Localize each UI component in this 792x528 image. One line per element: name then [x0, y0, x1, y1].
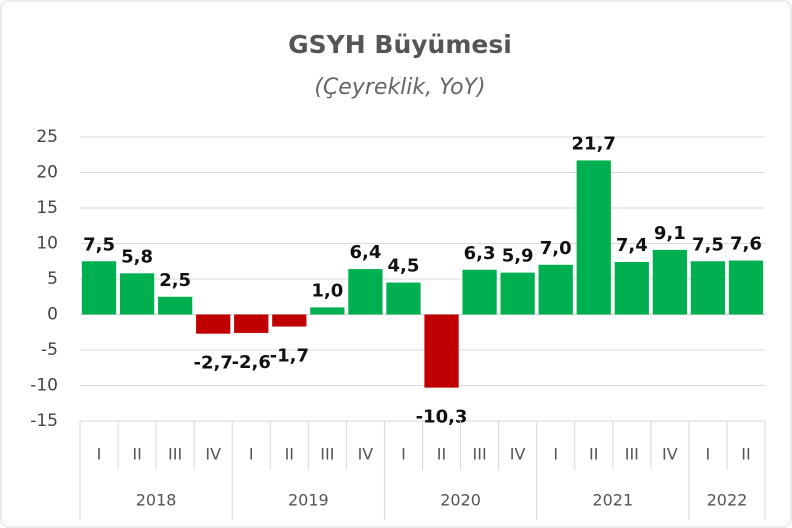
x-tick-label: I: [401, 445, 406, 464]
x-tick-label: III: [473, 445, 487, 464]
x-group-label: 2020: [440, 491, 481, 510]
value-label: 7,5: [692, 234, 724, 255]
x-tick-label: I: [706, 445, 711, 464]
bar: [500, 272, 535, 315]
bar: [234, 314, 269, 333]
chart-subtitle: (Çeyreklik, YoY): [314, 75, 485, 100]
x-group-label: 2019: [288, 491, 329, 510]
bar: [158, 296, 193, 315]
bar: [196, 314, 231, 334]
bar: [728, 260, 764, 315]
value-label: -2,6: [232, 352, 271, 373]
x-tick-label: III: [625, 445, 639, 464]
x-tick-label: I: [249, 445, 254, 464]
value-label: 1,0: [311, 280, 343, 301]
x-tick-label: IV: [205, 445, 221, 464]
value-label: 5,8: [121, 246, 153, 267]
chart-title: GSYH Büyümesi: [288, 30, 512, 59]
y-tick-label: 5: [47, 269, 58, 289]
bar: [614, 261, 649, 315]
x-tick-label: II: [132, 445, 141, 464]
value-label: 9,1: [654, 223, 686, 244]
bar: [310, 307, 345, 315]
value-label: 7,0: [540, 238, 572, 259]
value-label: 4,5: [388, 256, 420, 277]
x-tick-label: III: [320, 445, 334, 464]
value-label: 21,7: [572, 133, 616, 154]
x-tick-label: III: [168, 445, 182, 464]
value-label: 7,6: [730, 234, 762, 255]
value-label: 6,4: [349, 242, 381, 263]
x-group-label: 2021: [592, 491, 633, 510]
y-tick-label: -5: [41, 340, 58, 360]
x-group-label: 2022: [707, 491, 748, 510]
value-label: 7,5: [83, 234, 115, 255]
y-tick-label: 10: [36, 234, 58, 254]
y-tick-label: 20: [36, 163, 58, 183]
x-tick-label: II: [285, 445, 294, 464]
y-tick-label: 15: [36, 198, 58, 218]
y-tick-label: 25: [36, 127, 58, 147]
x-tick-label: IV: [662, 445, 678, 464]
value-label: 5,9: [502, 246, 534, 267]
value-label: 2,5: [159, 270, 191, 291]
x-tick-label: II: [589, 445, 598, 464]
value-label: 6,3: [464, 243, 496, 264]
bar: [424, 314, 459, 388]
x-tick-label: IV: [510, 445, 526, 464]
x-tick-label: II: [437, 445, 446, 464]
bar: [462, 269, 497, 315]
bar: [272, 314, 307, 327]
x-group-label: 2018: [136, 491, 177, 510]
bar: [386, 282, 421, 315]
bar: [576, 160, 611, 315]
y-tick-label: -10: [30, 376, 58, 396]
bar: [119, 273, 155, 315]
bar: [81, 261, 117, 315]
value-label: 7,4: [616, 235, 648, 256]
bar: [690, 261, 726, 315]
bar: [538, 264, 573, 315]
bar: [652, 249, 687, 315]
y-tick-label: -15: [30, 411, 58, 431]
value-label: -1,7: [270, 346, 309, 367]
x-tick-label: I: [553, 445, 558, 464]
x-tick-label: I: [97, 445, 102, 464]
value-label: -2,7: [194, 353, 233, 374]
x-tick-label: IV: [358, 445, 374, 464]
x-tick-label: II: [741, 445, 750, 464]
bar: [348, 269, 383, 315]
y-tick-label: 0: [47, 305, 58, 325]
value-label: -10,3: [416, 407, 468, 428]
